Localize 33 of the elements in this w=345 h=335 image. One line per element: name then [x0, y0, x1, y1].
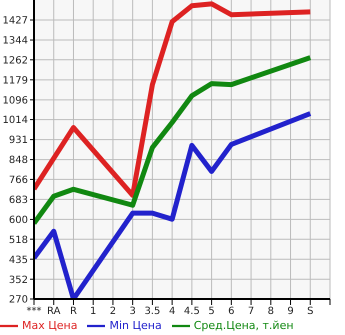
- y-tick-label: 352: [8, 274, 28, 286]
- y-tick-label: 270: [8, 294, 28, 306]
- y-tick-label: 683: [8, 194, 28, 206]
- x-tick-label: 3.5: [144, 306, 160, 318]
- x-tick-label: 4: [168, 306, 176, 318]
- legend-label: Max Цена: [22, 319, 78, 332]
- x-tick-label: 6: [228, 306, 235, 318]
- y-tick-label: 600: [8, 214, 28, 226]
- y-tick-label: 931: [8, 135, 28, 146]
- y-tick-label: 1096: [2, 95, 28, 106]
- x-tick-label: RA: [47, 306, 61, 318]
- x-tick-label: ***: [26, 306, 42, 318]
- x-tick-label: 3: [129, 306, 136, 318]
- x-tick-label: 2: [110, 306, 116, 318]
- y-tick-label: 1179: [2, 75, 28, 86]
- y-tick-label: 1427: [2, 16, 28, 27]
- y-tick-label: 435: [8, 254, 28, 266]
- x-tick-label: R: [70, 306, 77, 318]
- x-tick-label: 8: [268, 306, 274, 318]
- x-tick-label: 4.5: [184, 306, 200, 318]
- x-tick-label: 1: [90, 306, 96, 318]
- y-tick-label: 766: [8, 174, 28, 186]
- y-tick-label: 1262: [2, 55, 28, 66]
- y-tick-label: 848: [8, 155, 28, 166]
- y-tick-label: 1014: [2, 115, 28, 126]
- legend-label: Сред.Цена, т.йен: [194, 319, 294, 332]
- x-tick-label: 9: [287, 306, 294, 318]
- legend-label: Min Цена: [109, 319, 162, 332]
- x-tick-label: 5: [208, 306, 215, 318]
- x-tick-label: 7: [248, 306, 254, 318]
- x-tick-label: S: [307, 306, 314, 318]
- y-tick-label: 518: [8, 234, 28, 246]
- y-tick-label: 1344: [2, 36, 28, 47]
